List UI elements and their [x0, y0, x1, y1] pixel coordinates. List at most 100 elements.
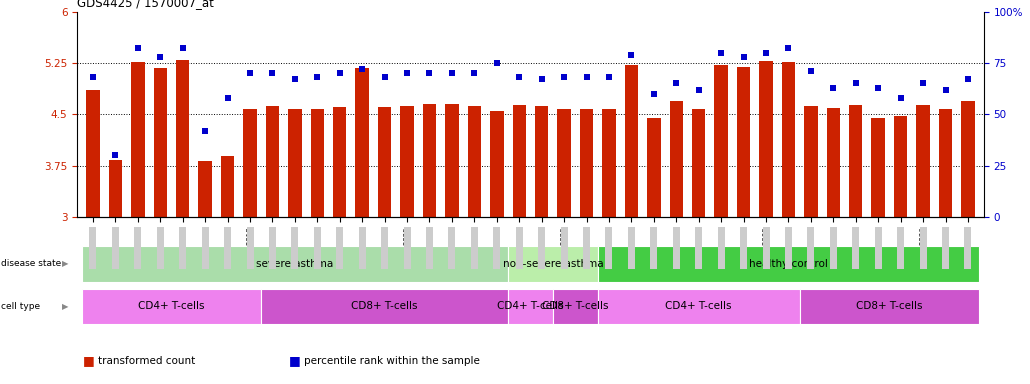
Bar — [961, 101, 974, 217]
Bar — [333, 107, 346, 217]
Bar — [624, 65, 639, 217]
Point — [600, 74, 617, 80]
Point — [197, 127, 213, 134]
Bar — [557, 109, 571, 217]
Bar — [243, 109, 256, 217]
Text: ■: ■ — [288, 354, 300, 367]
Bar — [87, 90, 100, 217]
Text: percentile rank within the sample: percentile rank within the sample — [304, 356, 480, 366]
Text: ▶: ▶ — [62, 302, 68, 311]
Bar — [603, 109, 616, 217]
Point — [399, 70, 415, 76]
Text: CD8+ T-cells: CD8+ T-cells — [351, 301, 418, 311]
Point — [421, 70, 438, 76]
Point — [915, 80, 931, 86]
Point — [623, 51, 640, 58]
Bar — [311, 109, 324, 217]
Bar — [131, 61, 144, 217]
Bar — [670, 101, 683, 217]
Bar — [508, 289, 553, 324]
Text: ■: ■ — [82, 354, 94, 367]
Bar — [153, 68, 167, 217]
Text: CD8+ T-cells: CD8+ T-cells — [856, 301, 923, 311]
Bar — [871, 118, 885, 217]
Bar — [782, 61, 795, 217]
Bar — [597, 247, 980, 281]
Text: severe asthma: severe asthma — [256, 259, 334, 269]
Bar — [736, 67, 750, 217]
Point — [354, 66, 371, 72]
Bar — [917, 105, 930, 217]
Point — [152, 54, 169, 60]
Bar — [288, 109, 302, 217]
Point — [937, 86, 954, 93]
Point — [646, 91, 662, 97]
Point — [219, 95, 236, 101]
Text: non-severe asthma: non-severe asthma — [503, 259, 604, 269]
Bar — [81, 247, 508, 281]
Bar — [378, 107, 391, 217]
Point — [668, 80, 685, 86]
Bar — [849, 105, 862, 217]
Bar — [715, 65, 728, 217]
Point — [758, 50, 775, 56]
Bar — [513, 105, 526, 217]
Point — [467, 70, 483, 76]
Text: CD8+ T-cells: CD8+ T-cells — [542, 301, 609, 311]
Point — [578, 74, 594, 80]
Bar — [894, 116, 907, 217]
Bar — [580, 109, 593, 217]
Text: cell type: cell type — [1, 302, 40, 311]
Point — [107, 152, 124, 159]
Point — [444, 70, 460, 76]
Bar — [759, 61, 772, 217]
Point — [892, 95, 908, 101]
Point — [174, 45, 191, 51]
Bar — [827, 108, 840, 217]
Bar — [422, 104, 437, 217]
Bar — [266, 106, 279, 217]
Point — [309, 74, 325, 80]
Bar — [176, 60, 190, 217]
Point — [511, 74, 527, 80]
Point — [534, 76, 550, 83]
Point — [556, 74, 573, 80]
Bar — [468, 106, 481, 217]
Point — [376, 74, 392, 80]
Bar — [647, 118, 660, 217]
Bar — [553, 289, 597, 324]
Point — [84, 74, 101, 80]
Bar — [535, 106, 548, 217]
Bar — [108, 160, 123, 217]
Bar — [938, 109, 953, 217]
Text: CD4+ T-cells: CD4+ T-cells — [138, 301, 205, 311]
Point — [332, 70, 348, 76]
Point — [265, 70, 281, 76]
Bar — [799, 289, 980, 324]
Bar — [597, 289, 799, 324]
Point — [713, 50, 729, 56]
Text: GDS4425 / 1570007_at: GDS4425 / 1570007_at — [77, 0, 214, 9]
Bar — [81, 289, 262, 324]
Bar — [508, 247, 597, 281]
Bar — [445, 104, 458, 217]
Point — [488, 60, 505, 66]
Point — [825, 84, 842, 91]
Text: CD4+ T-cells: CD4+ T-cells — [665, 301, 732, 311]
Text: healthy control: healthy control — [749, 259, 828, 269]
Point — [690, 86, 707, 93]
Bar — [401, 106, 414, 217]
Point — [802, 68, 819, 74]
Text: transformed count: transformed count — [98, 356, 195, 366]
Point — [870, 84, 887, 91]
Bar — [262, 289, 508, 324]
Point — [780, 45, 796, 51]
Point — [735, 54, 752, 60]
Text: ▶: ▶ — [62, 260, 68, 268]
Bar — [220, 156, 234, 217]
Point — [286, 76, 303, 83]
Bar — [804, 106, 818, 217]
Bar — [692, 109, 706, 217]
Point — [848, 80, 864, 86]
Point — [242, 70, 259, 76]
